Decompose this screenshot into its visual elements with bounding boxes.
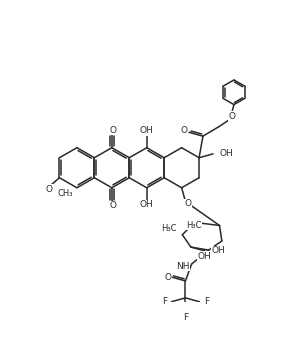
Text: NH: NH <box>176 262 189 271</box>
Text: OH: OH <box>197 252 211 261</box>
Text: CH₃: CH₃ <box>58 188 74 198</box>
Text: F: F <box>183 313 188 322</box>
Text: F: F <box>162 297 167 306</box>
Text: O: O <box>229 112 236 121</box>
Text: O: O <box>46 185 53 194</box>
Text: F: F <box>204 297 209 306</box>
Text: OH: OH <box>219 149 233 158</box>
Text: O: O <box>165 273 172 282</box>
Text: O: O <box>184 199 191 208</box>
Text: OH: OH <box>140 200 154 209</box>
Text: OH: OH <box>211 246 225 255</box>
Text: OH: OH <box>140 126 154 135</box>
Text: H₃C: H₃C <box>161 224 176 233</box>
Text: H₃C: H₃C <box>186 221 202 230</box>
Text: O: O <box>109 125 116 135</box>
Text: O: O <box>109 201 116 210</box>
Text: O: O <box>181 126 188 135</box>
